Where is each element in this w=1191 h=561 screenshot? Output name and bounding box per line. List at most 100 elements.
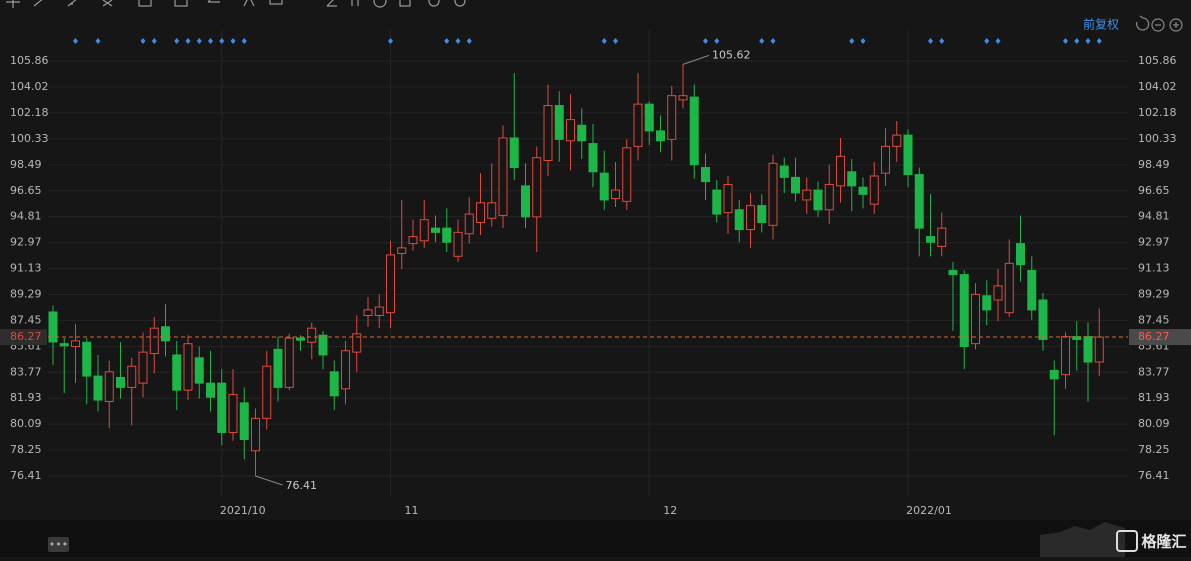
candle-body — [914, 174, 924, 229]
event-marker[interactable] — [613, 38, 618, 44]
event-marker[interactable] — [928, 38, 933, 44]
zoom-in-icon — [1173, 22, 1179, 28]
tool-rect[interactable] — [174, 0, 188, 7]
candle-body — [813, 189, 823, 211]
candle-body — [566, 119, 575, 142]
zoom-in-button[interactable] — [1169, 18, 1183, 32]
event-marker[interactable] — [444, 38, 450, 44]
event-marker[interactable] — [73, 38, 78, 44]
candle-body — [948, 269, 958, 276]
candle-body — [1049, 369, 1059, 380]
candle-body — [881, 145, 890, 174]
tool-fib[interactable] — [102, 0, 113, 7]
candle-body — [757, 205, 767, 223]
event-marker[interactable] — [1063, 38, 1068, 44]
y-tick-label-left: 104.02 — [10, 80, 49, 93]
tool-line[interactable] — [33, 0, 44, 7]
tool-chart[interactable] — [138, 0, 152, 7]
event-marker[interactable] — [140, 38, 146, 44]
tool-pause[interactable] — [351, 0, 359, 6]
event-marker[interactable] — [185, 38, 191, 44]
event-marker[interactable] — [703, 38, 708, 44]
event-marker[interactable] — [759, 38, 765, 44]
candle-body — [307, 327, 317, 343]
adjust-button[interactable]: 前复权 — [1083, 17, 1119, 32]
event-marker[interactable] — [466, 38, 472, 44]
event-marker[interactable] — [196, 38, 202, 44]
candle-body — [374, 306, 384, 316]
candle-body — [588, 143, 598, 173]
y-tick-label-left: 76.41 — [10, 469, 42, 482]
candle-body — [273, 348, 283, 388]
event-marker[interactable] — [939, 38, 945, 44]
candle-body — [824, 183, 834, 211]
y-tick-label-right: 91.13 — [1138, 262, 1170, 275]
tool-hide[interactable] — [373, 0, 387, 8]
tool-settings[interactable] — [454, 0, 466, 7]
y-tick-label-left: 80.09 — [10, 417, 42, 430]
more-button[interactable] — [48, 537, 69, 552]
candle-body — [104, 371, 114, 402]
event-marker[interactable] — [984, 38, 990, 44]
y-tick-label-right: 87.45 — [1138, 313, 1170, 326]
candle-body — [239, 402, 249, 441]
candle-body — [982, 295, 992, 311]
candle-body — [1094, 336, 1104, 363]
y-tick-label-left: 89.29 — [10, 288, 42, 301]
plot: 76.41 76.41 78.25 78.25 80.09 80.09 81.93 81.93… — [0, 30, 1191, 517]
y-tick-label-left: 87.45 — [10, 313, 42, 326]
tool-delete[interactable] — [399, 0, 411, 7]
y-tick-label-left: 105.86 — [10, 54, 49, 67]
candle-body — [723, 183, 733, 214]
toolbar — [6, 0, 466, 8]
candle-body — [172, 354, 182, 391]
y-tick-label-right: 98.49 — [1138, 158, 1170, 171]
tool-eye[interactable] — [428, 0, 440, 7]
candle-body — [329, 371, 339, 397]
event-marker[interactable] — [95, 38, 101, 44]
event-marker[interactable] — [151, 38, 157, 44]
tool-text[interactable] — [243, 0, 255, 7]
event-marker[interactable] — [208, 38, 213, 44]
event-marker[interactable] — [601, 38, 607, 44]
event-marker[interactable] — [241, 38, 247, 44]
candle-body — [262, 365, 272, 419]
navigator-preview — [1040, 522, 1125, 557]
tool-note[interactable] — [269, 0, 283, 5]
event-marker[interactable] — [1085, 38, 1091, 44]
zoom-out-button[interactable] — [1151, 18, 1165, 32]
last-price-box-left — [0, 329, 47, 346]
event-marker[interactable] — [1074, 38, 1080, 44]
event-marker[interactable] — [770, 38, 776, 44]
candle-body — [554, 105, 564, 140]
tool-undo[interactable] — [207, 0, 220, 3]
reset-button[interactable] — [1136, 15, 1150, 31]
event-marker[interactable] — [455, 38, 461, 44]
y-tick-label-right: 96.65 — [1138, 184, 1170, 197]
y-tick-label-right: 83.77 — [1138, 365, 1170, 378]
event-marker[interactable] — [860, 38, 866, 44]
event-marker[interactable] — [995, 38, 1001, 44]
event-marker[interactable] — [849, 38, 855, 44]
candle-body — [82, 341, 92, 377]
event-marker[interactable] — [174, 38, 180, 44]
event-marker[interactable] — [230, 38, 236, 44]
event-marker[interactable] — [1096, 38, 1102, 44]
candle-body — [363, 309, 373, 316]
event-marker[interactable] — [714, 38, 720, 44]
tool-measure[interactable] — [326, 0, 337, 7]
tool-pen[interactable] — [67, 0, 78, 7]
candle-body — [779, 165, 789, 178]
high-annotation: 105.62 — [712, 48, 751, 61]
candle-body — [959, 274, 969, 348]
candle-body — [644, 103, 654, 132]
event-marker[interactable] — [388, 38, 393, 44]
candle-body — [611, 189, 620, 200]
candle-body — [352, 333, 362, 353]
y-tick-label-left: 91.13 — [10, 262, 42, 275]
candle-body — [149, 327, 159, 355]
tool-crosshair[interactable] — [6, 0, 20, 8]
candle-body — [712, 189, 722, 215]
event-marker[interactable] — [219, 38, 225, 44]
candle-body — [138, 351, 148, 384]
